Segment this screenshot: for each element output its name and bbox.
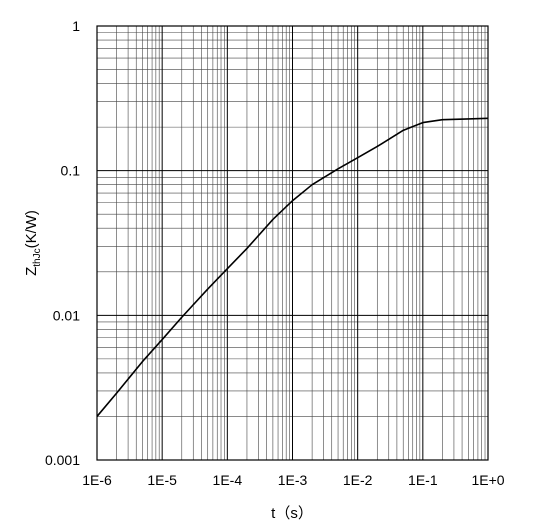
plot-frame (96, 25, 489, 461)
y-tick-labels: 0.001 0.01 0.1 1 (45, 18, 80, 468)
series-group (96, 117, 489, 417)
x-tick-label: 1E-6 (82, 472, 112, 488)
x-tick-label: 1E-4 (213, 472, 243, 488)
y-axis-label-units: (K/W) (23, 210, 40, 248)
y-axis-label-main: Z (23, 267, 40, 276)
y-tick-label: 0.001 (45, 452, 80, 468)
x-axis-label: t（s） (271, 505, 313, 522)
y-axis-label-subscript: thJc (32, 248, 43, 266)
series-line-0 (96, 117, 489, 417)
x-tick-label: 1E-1 (408, 472, 438, 488)
y-tick-label: 0.1 (61, 163, 81, 179)
x-tick-label: 1E-2 (343, 472, 373, 488)
x-tick-label: 1E-3 (278, 472, 308, 488)
y-tick-label: 1 (72, 18, 80, 34)
x-tick-labels: 1E-6 1E-5 1E-4 1E-3 1E-2 1E-1 1E+0 (82, 472, 505, 488)
y-axis-label: ZthJc(K/W) (23, 210, 43, 276)
y-tick-label: 0.01 (53, 307, 80, 323)
x-tick-label: 1E-5 (147, 472, 177, 488)
x-tick-label: 1E+0 (471, 472, 504, 488)
